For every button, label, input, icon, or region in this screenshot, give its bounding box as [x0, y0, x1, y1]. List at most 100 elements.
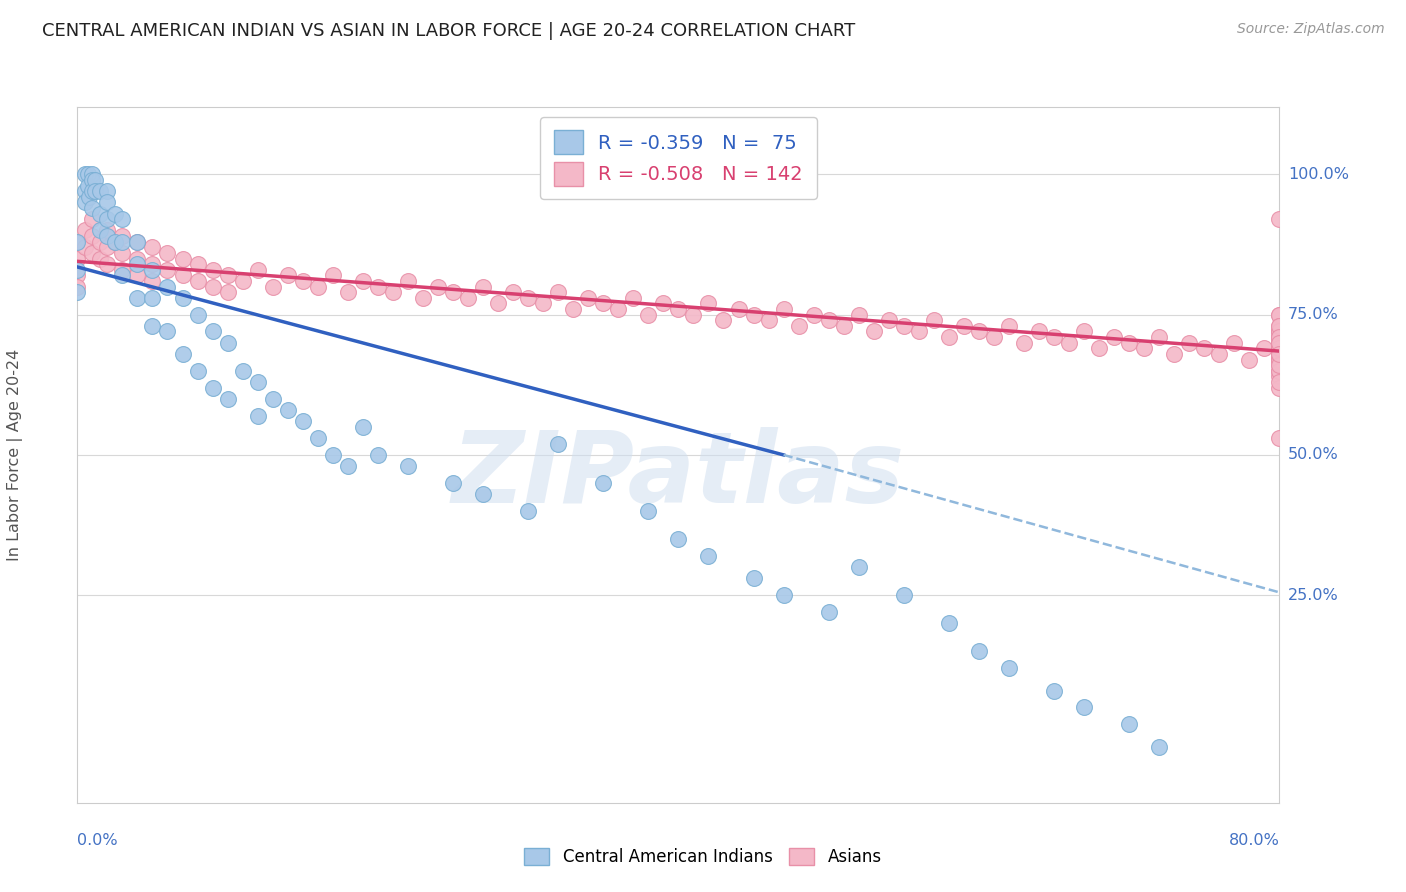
Point: [983, 330, 1005, 344]
Point: [82, 246, 104, 260]
Point: [336, 285, 359, 300]
Point: [127, 291, 149, 305]
Point: [1088, 341, 1111, 355]
Text: Source: ZipAtlas.com: Source: ZipAtlas.com: [1237, 22, 1385, 37]
Point: [1268, 341, 1291, 355]
Point: [1239, 352, 1261, 367]
Point: [96, 184, 118, 198]
Point: [531, 296, 554, 310]
Point: [938, 330, 960, 344]
Point: [79, 190, 101, 204]
Point: [217, 392, 239, 406]
Text: CENTRAL AMERICAN INDIAN VS ASIAN IN LABOR FORCE | AGE 20-24 CORRELATION CHART: CENTRAL AMERICAN INDIAN VS ASIAN IN LABO…: [42, 22, 855, 40]
Point: [713, 313, 735, 327]
Point: [201, 381, 224, 395]
Point: [201, 325, 224, 339]
Point: [862, 325, 884, 339]
Point: [66, 262, 89, 277]
Point: [307, 431, 329, 445]
Point: [104, 235, 127, 249]
Point: [1268, 335, 1291, 350]
Point: [1268, 358, 1291, 372]
Point: [1268, 330, 1291, 344]
Point: [967, 325, 990, 339]
Point: [908, 325, 931, 339]
Legend: R = -0.359   N =  75, R = -0.508   N = 142: R = -0.359 N = 75, R = -0.508 N = 142: [540, 117, 817, 199]
Point: [307, 279, 329, 293]
Point: [1268, 347, 1291, 361]
Point: [697, 296, 720, 310]
Point: [607, 301, 630, 316]
Point: [486, 296, 509, 310]
Point: [73, 184, 96, 198]
Point: [1043, 683, 1066, 698]
Point: [1268, 335, 1291, 350]
Point: [172, 252, 194, 266]
Point: [111, 268, 134, 283]
Point: [1057, 335, 1080, 350]
Point: [697, 549, 720, 563]
Point: [291, 274, 314, 288]
Point: [111, 246, 134, 260]
Point: [412, 291, 434, 305]
Point: [1223, 335, 1246, 350]
Point: [217, 285, 239, 300]
Point: [186, 308, 209, 322]
Point: [96, 195, 118, 210]
Point: [893, 318, 915, 333]
Point: [1268, 358, 1291, 372]
Text: 25.0%: 25.0%: [1288, 588, 1339, 603]
Point: [89, 207, 111, 221]
Point: [127, 252, 149, 266]
Point: [547, 285, 569, 300]
Point: [82, 229, 104, 244]
Point: [787, 318, 810, 333]
Point: [96, 229, 118, 244]
Point: [111, 262, 134, 277]
Point: [998, 318, 1021, 333]
Point: [848, 308, 870, 322]
Point: [262, 392, 284, 406]
Point: [1268, 352, 1291, 367]
Point: [1268, 330, 1291, 344]
Text: In Labor Force | Age 20-24: In Labor Force | Age 20-24: [7, 349, 22, 561]
Point: [472, 487, 495, 501]
Point: [1268, 347, 1291, 361]
Point: [517, 291, 540, 305]
Point: [277, 403, 299, 417]
Point: [82, 201, 104, 215]
Point: [66, 252, 89, 266]
Point: [73, 195, 96, 210]
Point: [1073, 325, 1095, 339]
Point: [1268, 352, 1291, 367]
Point: [73, 223, 96, 237]
Point: [82, 212, 104, 227]
Point: [938, 616, 960, 631]
Point: [1268, 318, 1291, 333]
Text: 75.0%: 75.0%: [1288, 307, 1339, 322]
Point: [186, 274, 209, 288]
Point: [66, 279, 89, 293]
Point: [127, 235, 149, 249]
Point: [246, 262, 269, 277]
Point: [637, 504, 659, 518]
Point: [427, 279, 450, 293]
Point: [1268, 364, 1291, 378]
Point: [277, 268, 299, 283]
Point: [246, 409, 269, 423]
Text: 0.0%: 0.0%: [77, 833, 118, 848]
Point: [84, 184, 107, 198]
Point: [877, 313, 900, 327]
Point: [82, 173, 104, 187]
Point: [953, 318, 976, 333]
Text: 100.0%: 100.0%: [1288, 167, 1348, 182]
Point: [742, 308, 765, 322]
Point: [322, 268, 344, 283]
Point: [96, 240, 118, 254]
Point: [441, 285, 464, 300]
Point: [1268, 325, 1291, 339]
Point: [352, 420, 374, 434]
Point: [668, 532, 690, 546]
Point: [1268, 375, 1291, 389]
Point: [396, 274, 419, 288]
